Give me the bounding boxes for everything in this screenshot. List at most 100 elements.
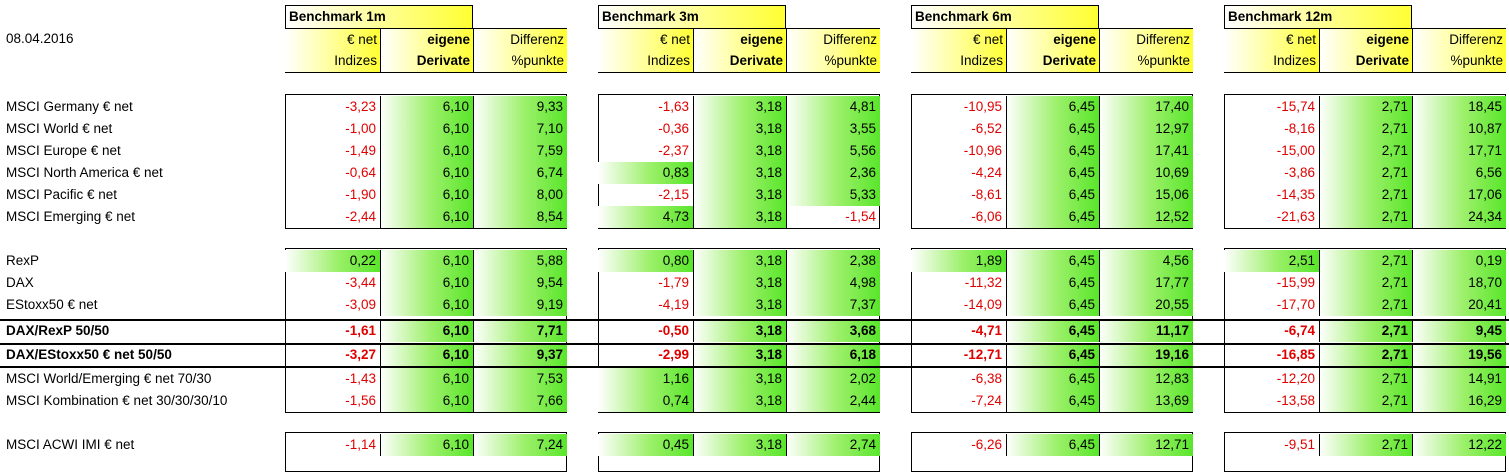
value-cell[interactable]: -8,61 bbox=[971, 187, 1002, 202]
col-header-line2[interactable]: Derivate bbox=[1319, 50, 1412, 72]
col-header-line1[interactable]: eigene bbox=[1319, 29, 1412, 51]
col-header-line1[interactable]: Differenz bbox=[1099, 29, 1193, 51]
value-cell[interactable]: -4,71 bbox=[971, 323, 1002, 338]
value-cell[interactable]: 6,45 bbox=[1006, 250, 1099, 272]
value-cell[interactable]: 6,45 bbox=[1006, 118, 1099, 140]
value-cell[interactable]: 9,19 bbox=[473, 294, 567, 316]
value-cell[interactable]: 6,10 bbox=[380, 162, 473, 184]
col-header-line2[interactable]: Derivate bbox=[693, 50, 786, 72]
value-cell[interactable]: 6,10 bbox=[380, 344, 473, 366]
col-header-line1[interactable]: eigene bbox=[1006, 29, 1099, 51]
value-cell[interactable]: 8,54 bbox=[473, 206, 567, 228]
value-cell[interactable]: 6,10 bbox=[380, 140, 473, 162]
value-cell[interactable]: -15,00 bbox=[1276, 143, 1315, 158]
value-cell[interactable]: 12,22 bbox=[1412, 434, 1506, 456]
value-cell[interactable]: -7,24 bbox=[971, 393, 1002, 408]
value-cell[interactable]: 4,81 bbox=[786, 96, 880, 118]
value-cell[interactable]: 6,45 bbox=[1006, 96, 1099, 118]
value-cell[interactable]: 2,74 bbox=[786, 434, 880, 456]
value-cell[interactable]: -1,00 bbox=[345, 121, 376, 136]
value-cell[interactable]: -1,90 bbox=[345, 187, 376, 202]
row-label[interactable]: DAX bbox=[6, 275, 34, 290]
value-cell[interactable]: 17,40 bbox=[1099, 96, 1193, 118]
value-cell[interactable]: 6,45 bbox=[1006, 294, 1099, 316]
value-cell[interactable]: 7,10 bbox=[473, 118, 567, 140]
value-cell[interactable]: -0,36 bbox=[658, 121, 689, 136]
value-cell[interactable]: -17,70 bbox=[1276, 297, 1315, 312]
value-cell[interactable]: 6,45 bbox=[1006, 184, 1099, 206]
value-cell[interactable]: 6,45 bbox=[1006, 344, 1099, 366]
row-label[interactable]: DAX/EStoxx50 € net 50/50 bbox=[6, 347, 172, 362]
value-cell[interactable]: 6,10 bbox=[380, 250, 473, 272]
value-cell[interactable]: -3,44 bbox=[345, 275, 376, 290]
value-cell[interactable]: 3,18 bbox=[693, 368, 786, 390]
value-cell[interactable]: 12,52 bbox=[1099, 206, 1193, 228]
row-label[interactable]: MSCI World/Emerging € net 70/30 bbox=[6, 371, 212, 386]
value-cell[interactable]: 3,18 bbox=[693, 96, 786, 118]
value-cell[interactable]: 2,71 bbox=[1319, 294, 1412, 316]
value-cell[interactable]: -3,23 bbox=[345, 99, 376, 114]
value-cell[interactable]: 19,56 bbox=[1412, 344, 1506, 366]
value-cell[interactable]: 7,24 bbox=[473, 434, 567, 456]
row-label[interactable]: EStoxx50 € net bbox=[6, 297, 98, 312]
col-header-line2[interactable]: %punkte bbox=[786, 50, 880, 72]
row-label[interactable]: MSCI World € net bbox=[6, 121, 113, 136]
value-cell[interactable]: -6,52 bbox=[971, 121, 1002, 136]
value-cell[interactable]: 6,45 bbox=[1006, 368, 1099, 390]
value-cell[interactable]: 16,29 bbox=[1412, 390, 1506, 412]
value-cell[interactable]: -10,95 bbox=[963, 99, 1002, 114]
col-header-line1[interactable]: € net bbox=[598, 29, 693, 51]
row-label[interactable]: MSCI ACWI IMI € net bbox=[6, 437, 135, 452]
value-cell[interactable]: 2,71 bbox=[1319, 272, 1412, 294]
value-cell[interactable]: -15,99 bbox=[1276, 275, 1315, 290]
value-cell[interactable]: 0,83 bbox=[598, 162, 693, 184]
value-cell[interactable]: 2,38 bbox=[786, 250, 880, 272]
col-header-line1[interactable]: eigene bbox=[380, 29, 473, 51]
value-cell[interactable]: -6,06 bbox=[971, 209, 1002, 224]
report-date[interactable]: 08.04.2016 bbox=[6, 31, 74, 46]
value-cell[interactable]: 6,10 bbox=[380, 118, 473, 140]
value-cell[interactable]: -16,85 bbox=[1276, 347, 1315, 362]
value-cell[interactable]: 8,00 bbox=[473, 184, 567, 206]
row-label[interactable]: RexP bbox=[6, 253, 40, 268]
value-cell[interactable]: 3,18 bbox=[693, 294, 786, 316]
value-cell[interactable]: 18,45 bbox=[1412, 96, 1506, 118]
col-header-line1[interactable]: Differenz bbox=[473, 29, 567, 51]
value-cell[interactable]: 0,74 bbox=[598, 390, 693, 412]
value-cell[interactable]: -3,86 bbox=[1284, 165, 1315, 180]
value-cell[interactable]: 3,18 bbox=[693, 390, 786, 412]
col-header-line2[interactable]: %punkte bbox=[1099, 50, 1193, 72]
value-cell[interactable]: -9,51 bbox=[1284, 437, 1315, 452]
value-cell[interactable]: -1,63 bbox=[658, 99, 689, 114]
value-cell[interactable]: 4,73 bbox=[598, 206, 693, 228]
value-cell[interactable]: -1,43 bbox=[345, 371, 376, 386]
value-cell[interactable]: -3,27 bbox=[345, 347, 376, 362]
value-cell[interactable]: 6,10 bbox=[380, 390, 473, 412]
value-cell[interactable]: -2,15 bbox=[658, 187, 689, 202]
value-cell[interactable]: 15,06 bbox=[1099, 184, 1193, 206]
value-cell[interactable]: -4,19 bbox=[658, 297, 689, 312]
value-cell[interactable]: 9,45 bbox=[1412, 320, 1506, 342]
value-cell[interactable]: 0,19 bbox=[1412, 250, 1506, 272]
value-cell[interactable]: -15,74 bbox=[1276, 99, 1315, 114]
value-cell[interactable]: 12,83 bbox=[1099, 368, 1193, 390]
value-cell[interactable]: -2,44 bbox=[345, 209, 376, 224]
value-cell[interactable]: 6,74 bbox=[473, 162, 567, 184]
value-cell[interactable]: 6,10 bbox=[380, 96, 473, 118]
value-cell[interactable]: 10,87 bbox=[1412, 118, 1506, 140]
value-cell[interactable]: 3,18 bbox=[693, 206, 786, 228]
value-cell[interactable]: 4,56 bbox=[1099, 250, 1193, 272]
value-cell[interactable]: 20,55 bbox=[1099, 294, 1193, 316]
value-cell[interactable]: 3,18 bbox=[693, 140, 786, 162]
row-label[interactable]: MSCI Europe € net bbox=[6, 143, 121, 158]
value-cell[interactable]: 3,55 bbox=[786, 118, 880, 140]
value-cell[interactable]: 6,10 bbox=[380, 368, 473, 390]
value-cell[interactable]: 2,71 bbox=[1319, 206, 1412, 228]
value-cell[interactable]: 12,71 bbox=[1099, 434, 1193, 456]
value-cell[interactable]: 0,45 bbox=[598, 434, 693, 456]
benchmark-title[interactable]: Benchmark 3m bbox=[598, 5, 786, 29]
value-cell[interactable]: -21,63 bbox=[1276, 209, 1315, 224]
value-cell[interactable]: 2,02 bbox=[786, 368, 880, 390]
value-cell[interactable]: 17,41 bbox=[1099, 140, 1193, 162]
value-cell[interactable]: 3,18 bbox=[693, 162, 786, 184]
